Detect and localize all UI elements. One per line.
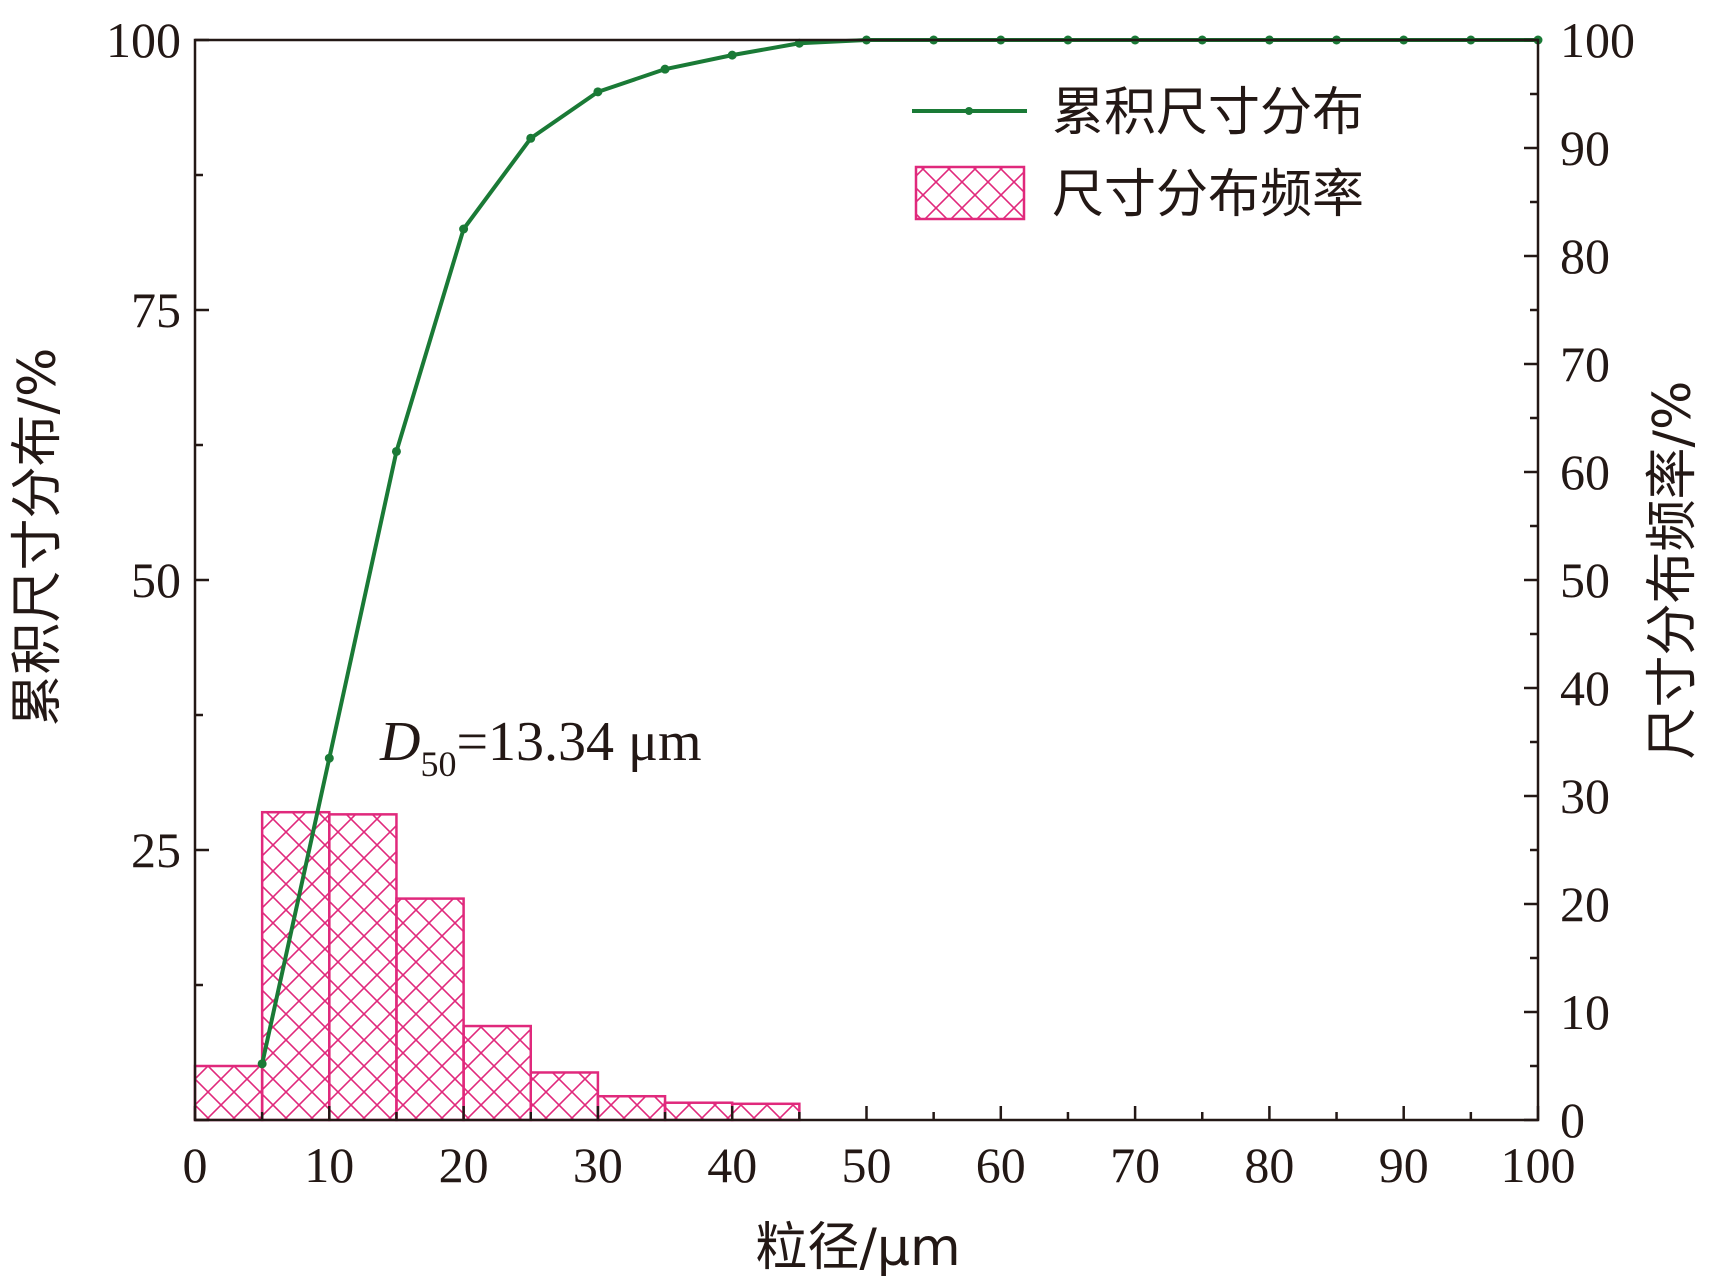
y-axis-right-title: 尺寸分布频率/%: [1643, 381, 1703, 760]
y-right-tick-label: 80: [1560, 228, 1610, 284]
x-tick-label: 50: [842, 1137, 892, 1193]
legend: 累积尺寸分布 尺寸分布频率: [912, 83, 1364, 225]
histogram-bar: [730, 1102, 801, 1122]
y-right-tick-label: 10: [1560, 984, 1610, 1040]
y-axis-left-title: 累积尺寸分布/%: [8, 348, 68, 727]
y-right-tick-label: 70: [1560, 336, 1610, 392]
y-right-tick-label: 20: [1560, 876, 1610, 932]
legend-label-frequency: 尺寸分布频率: [1052, 165, 1364, 225]
legend-bar-swatch: [914, 165, 1026, 221]
histogram-bar: [328, 813, 398, 1122]
y-left-tick-label: 100: [106, 12, 181, 68]
x-tick-label: 100: [1501, 1137, 1576, 1193]
histogram-bar: [596, 1094, 667, 1122]
x-tick-label: 0: [183, 1137, 208, 1193]
y-right-tick-label: 90: [1560, 120, 1610, 176]
histogram-bar: [529, 1071, 600, 1122]
x-tick-label: 30: [573, 1137, 623, 1193]
y-left-tick-label: 25: [131, 822, 181, 878]
x-tick-label: 20: [439, 1137, 489, 1193]
cumulative-point: [727, 50, 737, 60]
y-right-tick-label: 60: [1560, 444, 1610, 500]
cumulative-point: [257, 1059, 267, 1069]
d50-annotation-prefix: D: [379, 711, 420, 773]
y-right-tick-label: 100: [1560, 12, 1635, 68]
y-right-tick-label: 50: [1560, 552, 1610, 608]
cumulative-point: [593, 87, 603, 97]
y-right-tick-label: 0: [1560, 1092, 1585, 1148]
y-left-tick-label: 75: [131, 282, 181, 338]
y-left-tick-label: 50: [131, 552, 181, 608]
legend-label-cumulative: 累积尺寸分布: [1052, 83, 1364, 143]
histogram-bar: [663, 1101, 734, 1122]
d50-annotation: D50=13.34 μm: [379, 711, 702, 784]
x-tick-label: 60: [976, 1137, 1026, 1193]
plot-layer: [193, 35, 1543, 1122]
histogram-bar: [260, 810, 331, 1122]
y-right-tick-label: 40: [1560, 660, 1610, 716]
axes-layer: 0 10 20 30 40 50 60 70 80 90 100255075100010203040…: [106, 12, 1635, 1193]
cumulative-point: [660, 64, 670, 74]
cumulative-point: [391, 446, 401, 456]
x-tick-label: 90: [1379, 1137, 1429, 1193]
x-tick-label: 10: [304, 1137, 354, 1193]
x-axis-title: 粒径/μm: [755, 1218, 960, 1278]
histogram-bar: [395, 897, 465, 1122]
cumulative-point: [526, 133, 536, 143]
y-right-tick-label: 30: [1560, 768, 1610, 824]
x-tick-label: 80: [1244, 1137, 1294, 1193]
legend-line-marker: [965, 107, 973, 115]
d50-annotation-value: =13.34 μm: [456, 711, 701, 773]
histogram-bar: [462, 1024, 533, 1122]
d50-annotation-subscript: 50: [420, 744, 456, 784]
histogram-bar: [193, 1064, 264, 1122]
cumulative-point: [459, 224, 469, 234]
x-tick-label: 40: [707, 1137, 757, 1193]
x-tick-label: 70: [1110, 1137, 1160, 1193]
cumulative-point: [324, 753, 334, 763]
